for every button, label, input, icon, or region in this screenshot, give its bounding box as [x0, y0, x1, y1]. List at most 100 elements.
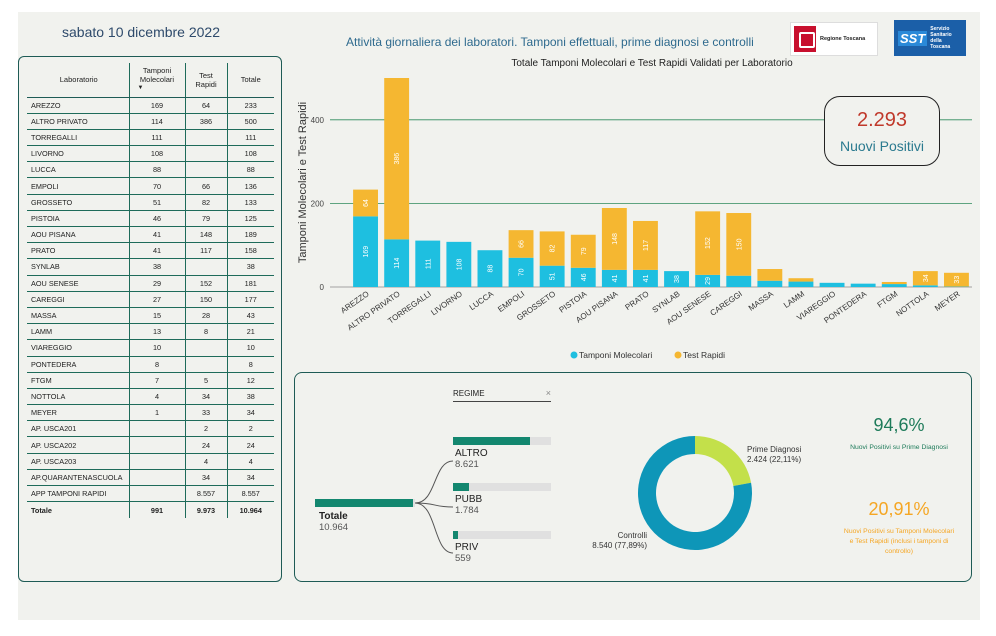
regione-toscana-logo-text: Regione Toscana	[820, 36, 866, 42]
col-header-tamponi-molecolari[interactable]: Tamponi Molecolari ▼	[128, 63, 185, 98]
test-rapidi-cell: 8.557	[184, 485, 227, 503]
donut-slice-controlli[interactable]	[638, 436, 752, 550]
data-label: 41	[643, 274, 650, 282]
table-row[interactable]: AP.QUARANTENASCUOLA 34 34	[27, 469, 274, 487]
test-rapidi-cell: 148	[184, 226, 227, 244]
table-row[interactable]: MEYER 1 33 34	[27, 404, 274, 422]
table-row[interactable]: EMPOLI 70 66 136	[27, 177, 274, 195]
table-row[interactable]: AREZZO 169 64 233	[27, 97, 274, 114]
y-tick-label: 400	[311, 116, 325, 125]
test-rapidi-cell: 34	[184, 388, 227, 406]
legend-label: Test Rapidi	[683, 350, 725, 360]
sst-logo: SST Servizio Sanitario della Toscana	[894, 20, 966, 56]
lab-name-cell: MEYER	[27, 404, 129, 422]
tamponi-molecolari-cell: 10	[128, 339, 185, 357]
totale-cell: 2	[226, 420, 274, 438]
table-row[interactable]: CAREGGI 27 150 177	[27, 291, 274, 308]
bar-molecolari	[726, 275, 752, 287]
tamponi-molecolari-cell: 114	[128, 113, 185, 130]
tree-bar-bg	[453, 483, 551, 491]
test-rapidi-cell: 28	[184, 307, 227, 325]
col-header-test-rapidi[interactable]: Test Rapidi	[184, 63, 227, 98]
bar-molecolari	[757, 280, 783, 287]
donut-slice-prime-diagnosi[interactable]	[695, 436, 752, 486]
table-row[interactable]: AP. USCA203 4 4	[27, 453, 274, 470]
x-tick-label: CAREGGI	[709, 289, 744, 318]
data-label: 108	[456, 258, 463, 270]
totale-cell: 181	[226, 275, 274, 292]
totale-cell: 189	[226, 226, 274, 244]
donut-label-controlli: Controlli 8.540 (77,89%)	[585, 531, 647, 551]
tree-node-value: 8.621	[455, 459, 479, 470]
bar-molecolari	[695, 274, 721, 287]
bar-rapidi	[570, 234, 596, 268]
table-row[interactable]: VIAREGGIO 10 10	[27, 339, 274, 357]
test-rapidi-cell: 5	[184, 372, 227, 389]
table-row[interactable]: MASSA 15 28 43	[27, 307, 274, 325]
lab-name-cell: AOU PISANA	[27, 226, 129, 244]
table-row[interactable]: LIVORNO 108 108	[27, 145, 274, 163]
total-label-cell: Totale	[27, 501, 129, 518]
lab-name-cell: NOTTOLA	[27, 388, 129, 406]
table-row[interactable]: LUCCA 88 88	[27, 161, 274, 179]
bar-molecolari	[446, 241, 472, 287]
table-row[interactable]: PISTOIA 46 79 125	[27, 210, 274, 228]
data-label: 46	[581, 273, 588, 281]
col-header-laboratorio[interactable]: Laboratorio	[27, 63, 129, 98]
table-row[interactable]: SYNLAB 38 38	[27, 258, 274, 276]
table-header-row: Laboratorio Tamponi Molecolari ▼ Test Ra…	[27, 63, 274, 98]
x-tick-label: LAMM	[782, 289, 806, 310]
table-row[interactable]: NOTTOLA 4 34 38	[27, 388, 274, 406]
totale-cell: 34	[226, 404, 274, 422]
table-row[interactable]: AP. USCA202 24 24	[27, 436, 274, 454]
table-row[interactable]: ALTRO PRIVATO 114 386 500	[27, 113, 274, 130]
bar-molecolari	[788, 281, 814, 287]
tamponi-molecolari-cell	[128, 453, 185, 470]
table-row[interactable]: AP. USCA201 2 2	[27, 420, 274, 438]
totale-cell: 88	[226, 161, 274, 179]
legend-swatch	[674, 351, 682, 359]
lab-name-cell: LAMM	[27, 323, 129, 341]
decomposition-tree-connectors	[415, 460, 454, 554]
lab-name-cell: AP. USCA202	[27, 436, 129, 454]
test-rapidi-cell: 386	[184, 113, 227, 130]
table-row[interactable]: PONTEDERA 8 8	[27, 356, 274, 373]
table-row[interactable]: PRATO 41 117 158	[27, 242, 274, 260]
table-row[interactable]: AOU SENESE 29 152 181	[27, 275, 274, 292]
data-label: 169	[363, 246, 370, 258]
table-row[interactable]: APP TAMPONI RAPIDI 8.557 8.557	[27, 485, 274, 503]
tamponi-molecolari-cell	[128, 420, 185, 438]
laboratory-table-panel: Laboratorio Tamponi Molecolari ▼ Test Ra…	[18, 56, 282, 582]
lab-name-cell: PRATO	[27, 242, 129, 260]
lab-name-cell: LIVORNO	[27, 145, 129, 163]
tamponi-molecolari-cell: 88	[128, 161, 185, 179]
table-row[interactable]: LAMM 13 8 21	[27, 323, 274, 341]
y-axis-label: Tamponi Molecolari e Test Rapidi	[297, 102, 309, 263]
table-row[interactable]: TORREGALLI 111 111	[27, 129, 274, 147]
pct-positives-prime-diagnosi: 94,6%	[873, 415, 925, 435]
col-header-totale[interactable]: Totale	[226, 63, 274, 98]
donut-label-prime-diagnosi: Prime Diagnosi 2.424 (22,11%)	[747, 445, 801, 465]
table-row[interactable]: FTGM 7 5 12	[27, 372, 274, 389]
data-label: 33	[954, 276, 961, 284]
totale-cell: 133	[226, 194, 274, 211]
totale-cell: 12	[226, 372, 274, 389]
table-row[interactable]: AOU PISANA 41 148 189	[27, 226, 274, 244]
tree-bar	[453, 483, 469, 491]
table-row[interactable]: GROSSETO 51 82 133	[27, 194, 274, 211]
lab-name-cell: CAREGGI	[27, 291, 129, 308]
total-rapidi-cell: 9.973	[184, 501, 227, 518]
pct-positives-prime-diagnosi-label: Nuovi Positivi su Prime Diagnosi	[850, 444, 948, 451]
close-icon[interactable]: ×	[545, 388, 551, 398]
data-label: 111	[425, 258, 432, 269]
new-positives-value: 2.293	[856, 109, 908, 131]
lab-name-cell: MASSA	[27, 307, 129, 325]
bar-molecolari	[570, 267, 596, 287]
data-label: 152	[705, 237, 712, 249]
bar-rapidi	[384, 78, 410, 240]
test-rapidi-cell	[184, 161, 227, 179]
regime-header[interactable]: REGIME ×	[453, 388, 551, 402]
prime-diagnosi-value: 2.424 (22,11%)	[747, 455, 802, 464]
chart-title: Totale Tamponi Molecolari e Test Rapidi …	[511, 58, 793, 69]
tree-node-totale-value: 10.964	[319, 522, 349, 533]
